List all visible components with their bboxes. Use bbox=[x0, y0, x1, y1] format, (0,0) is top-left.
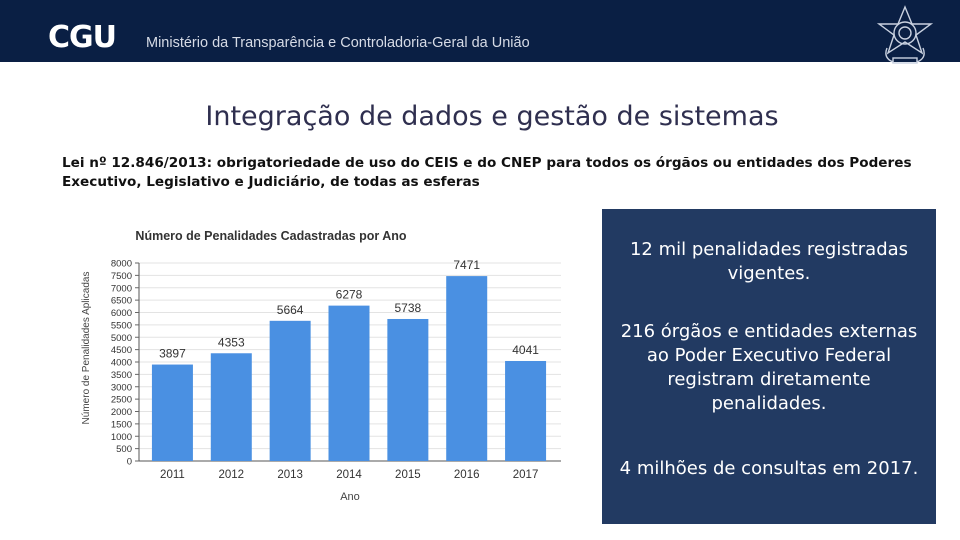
page-title: Integração de dados e gestão de sistemas bbox=[205, 101, 779, 132]
x-tick-label: 2014 bbox=[336, 469, 362, 481]
law-text: Lei nº 12.846/2013: obrigatoriedade de u… bbox=[62, 155, 912, 190]
bar-value-label: 4041 bbox=[512, 343, 539, 357]
y-tick-label: 4500 bbox=[111, 345, 132, 356]
y-tick-label: 6000 bbox=[111, 308, 132, 319]
y-tick-label: 5500 bbox=[111, 320, 132, 331]
cgu-logo: CGU bbox=[48, 20, 117, 55]
x-tick-label: 2012 bbox=[218, 469, 244, 481]
x-tick-label: 2011 bbox=[160, 469, 185, 481]
y-tick-label: 500 bbox=[116, 444, 132, 455]
header-bar: CGU Ministério da Transparência e Contro… bbox=[0, 0, 960, 64]
highlight-organizations: 216 órgãos e entidades externas ao Poder… bbox=[620, 321, 918, 414]
y-tick-label: 6500 bbox=[111, 296, 132, 307]
bar bbox=[269, 320, 311, 461]
bar bbox=[328, 305, 370, 461]
y-tick-label: 3000 bbox=[111, 382, 132, 393]
bar bbox=[151, 364, 193, 461]
y-tick-label: 8000 bbox=[111, 259, 132, 270]
y-tick-label: 4000 bbox=[111, 358, 132, 369]
y-tick-label: 3500 bbox=[111, 370, 132, 381]
bar bbox=[387, 318, 429, 461]
ministry-name: Ministério da Transparência e Controlado… bbox=[146, 35, 530, 51]
y-tick-label: 7000 bbox=[111, 283, 132, 294]
y-axis-label: Número de Penalidades Aplicadas bbox=[81, 272, 92, 425]
bar bbox=[446, 276, 488, 461]
y-tick-label: 2000 bbox=[111, 407, 132, 418]
penalties-bar-chart: Número de Penalidades Cadastradas por An… bbox=[81, 229, 561, 503]
bar-value-label: 3897 bbox=[159, 347, 186, 361]
x-tick-label: 2017 bbox=[513, 469, 539, 481]
bar-value-label: 4353 bbox=[218, 335, 245, 349]
bar-value-label: 7471 bbox=[453, 258, 480, 272]
highlights-panel: 12 mil penalidades registradas vigentes.… bbox=[602, 209, 936, 524]
bar-value-label: 5738 bbox=[395, 301, 422, 315]
highlight-penalties: 12 mil penalidades registradas vigentes. bbox=[629, 239, 909, 284]
highlight-consultations: 4 milhões de consultas em 2017. bbox=[619, 458, 919, 479]
x-axis-label: Ano bbox=[340, 491, 360, 503]
bar bbox=[210, 353, 252, 461]
y-tick-label: 5000 bbox=[111, 333, 132, 344]
y-tick-label: 1500 bbox=[111, 419, 132, 430]
y-tick-label: 7500 bbox=[111, 271, 132, 282]
x-tick-label: 2013 bbox=[277, 469, 303, 481]
bar bbox=[505, 360, 547, 461]
y-tick-label: 2500 bbox=[111, 395, 132, 406]
x-tick-label: 2016 bbox=[454, 469, 480, 481]
coat-of-arms-icon bbox=[876, 5, 934, 64]
x-tick-label: 2015 bbox=[395, 469, 421, 481]
y-tick-label: 0 bbox=[127, 457, 132, 468]
chart-title: Número de Penalidades Cadastradas por An… bbox=[135, 229, 407, 243]
bar-value-label: 5664 bbox=[277, 303, 304, 317]
y-tick-label: 1000 bbox=[111, 432, 132, 443]
bar-value-label: 6278 bbox=[336, 288, 363, 302]
